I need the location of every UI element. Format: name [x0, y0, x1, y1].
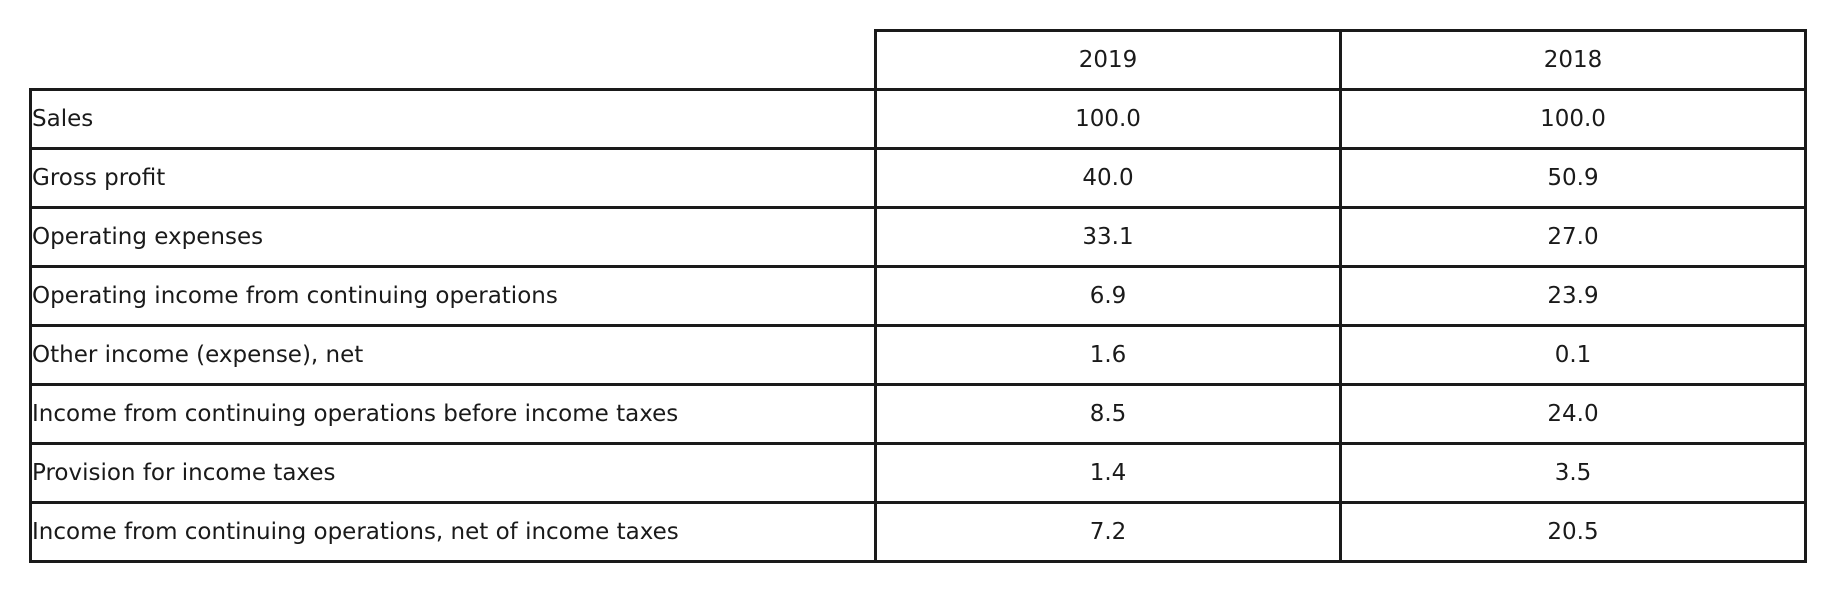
- financial-table: 2019 2018 Sales 100.0 100.0 Gross profit…: [29, 29, 1807, 563]
- cell-value-2018: 0.1: [1339, 324, 1807, 386]
- table-row: Sales 100.0 100.0: [29, 88, 1807, 150]
- cell-value-2019: 40.0: [874, 147, 1342, 209]
- cell-value-2019: 33.1: [874, 206, 1342, 268]
- cell-value-2019: 6.9: [874, 265, 1342, 327]
- table-row: Operating income from continuing operati…: [29, 265, 1807, 327]
- row-label: Income from continuing operations before…: [29, 383, 877, 445]
- cell-value-2019: 1.6: [874, 324, 1342, 386]
- cell-value-2018: 20.5: [1339, 501, 1807, 563]
- cell-value-2019: 8.5: [874, 383, 1342, 445]
- cell-value-2018: 24.0: [1339, 383, 1807, 445]
- table-row: Other income (expense), net 1.6 0.1: [29, 324, 1807, 386]
- cell-value-2019: 7.2: [874, 501, 1342, 563]
- column-header-2019: 2019: [874, 29, 1342, 91]
- cell-value-2018: 23.9: [1339, 265, 1807, 327]
- header-corner-cell: [30, 30, 877, 91]
- table-header: 2019 2018: [30, 29, 1807, 91]
- column-header-2018: 2018: [1339, 29, 1807, 91]
- cell-value-2018: 27.0: [1339, 206, 1807, 268]
- row-label: Operating income from continuing operati…: [29, 265, 877, 327]
- row-label: Other income (expense), net: [29, 324, 877, 386]
- cell-value-2019: 100.0: [874, 88, 1342, 150]
- table-row: Income from continuing operations, net o…: [29, 501, 1807, 563]
- table-row: Income from continuing operations before…: [29, 383, 1807, 445]
- table-row: Provision for income taxes 1.4 3.5: [29, 442, 1807, 504]
- cell-value-2018: 100.0: [1339, 88, 1807, 150]
- row-label: Provision for income taxes: [29, 442, 877, 504]
- cell-value-2018: 50.9: [1339, 147, 1807, 209]
- row-label: Sales: [29, 88, 877, 150]
- cell-value-2018: 3.5: [1339, 442, 1807, 504]
- table-body: Sales 100.0 100.0 Gross profit 40.0 50.9…: [29, 88, 1807, 563]
- row-label: Gross profit: [29, 147, 877, 209]
- header-row: 2019 2018: [30, 29, 1807, 91]
- row-label: Operating expenses: [29, 206, 877, 268]
- table-row: Operating expenses 33.1 27.0: [29, 206, 1807, 268]
- table-row: Gross profit 40.0 50.9: [29, 147, 1807, 209]
- cell-value-2019: 1.4: [874, 442, 1342, 504]
- row-label: Income from continuing operations, net o…: [29, 501, 877, 563]
